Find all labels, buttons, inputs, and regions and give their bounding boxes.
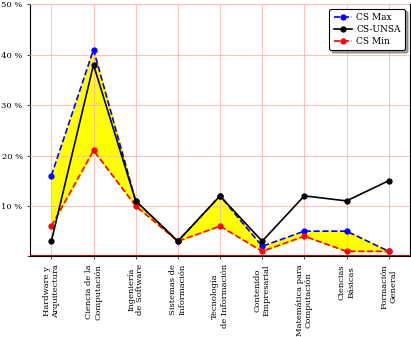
CS Min (386, 249, 391, 253)
CS-UNSA (49, 239, 54, 243)
Line: CS Max: CS Max (49, 47, 391, 254)
CS-UNSA (133, 199, 138, 203)
CS Min (133, 204, 138, 208)
CS-UNSA (175, 239, 180, 243)
CS Max (49, 174, 54, 178)
CS Min (91, 149, 96, 153)
CS Max (133, 199, 138, 203)
CS-UNSA (91, 63, 96, 67)
Legend: CS Max, CS-UNSA, CS Min: CS Max, CS-UNSA, CS Min (329, 9, 405, 50)
CS Max (260, 244, 265, 248)
CS Min (217, 224, 222, 228)
CS Min (302, 234, 307, 238)
CS Max (175, 239, 180, 243)
CS-UNSA (260, 239, 265, 243)
CS Max (302, 229, 307, 233)
CS Max (91, 48, 96, 52)
CS-UNSA (386, 179, 391, 183)
CS Max (386, 249, 391, 253)
CS Min (175, 239, 180, 243)
CS-UNSA (217, 194, 222, 198)
CS Min (344, 249, 349, 253)
CS Max (344, 229, 349, 233)
Line: CS Min: CS Min (49, 148, 391, 254)
CS-UNSA (344, 199, 349, 203)
CS-UNSA (302, 194, 307, 198)
Line: CS-UNSA: CS-UNSA (49, 62, 391, 244)
CS Max (217, 194, 222, 198)
CS Min (260, 249, 265, 253)
CS Min (49, 224, 54, 228)
